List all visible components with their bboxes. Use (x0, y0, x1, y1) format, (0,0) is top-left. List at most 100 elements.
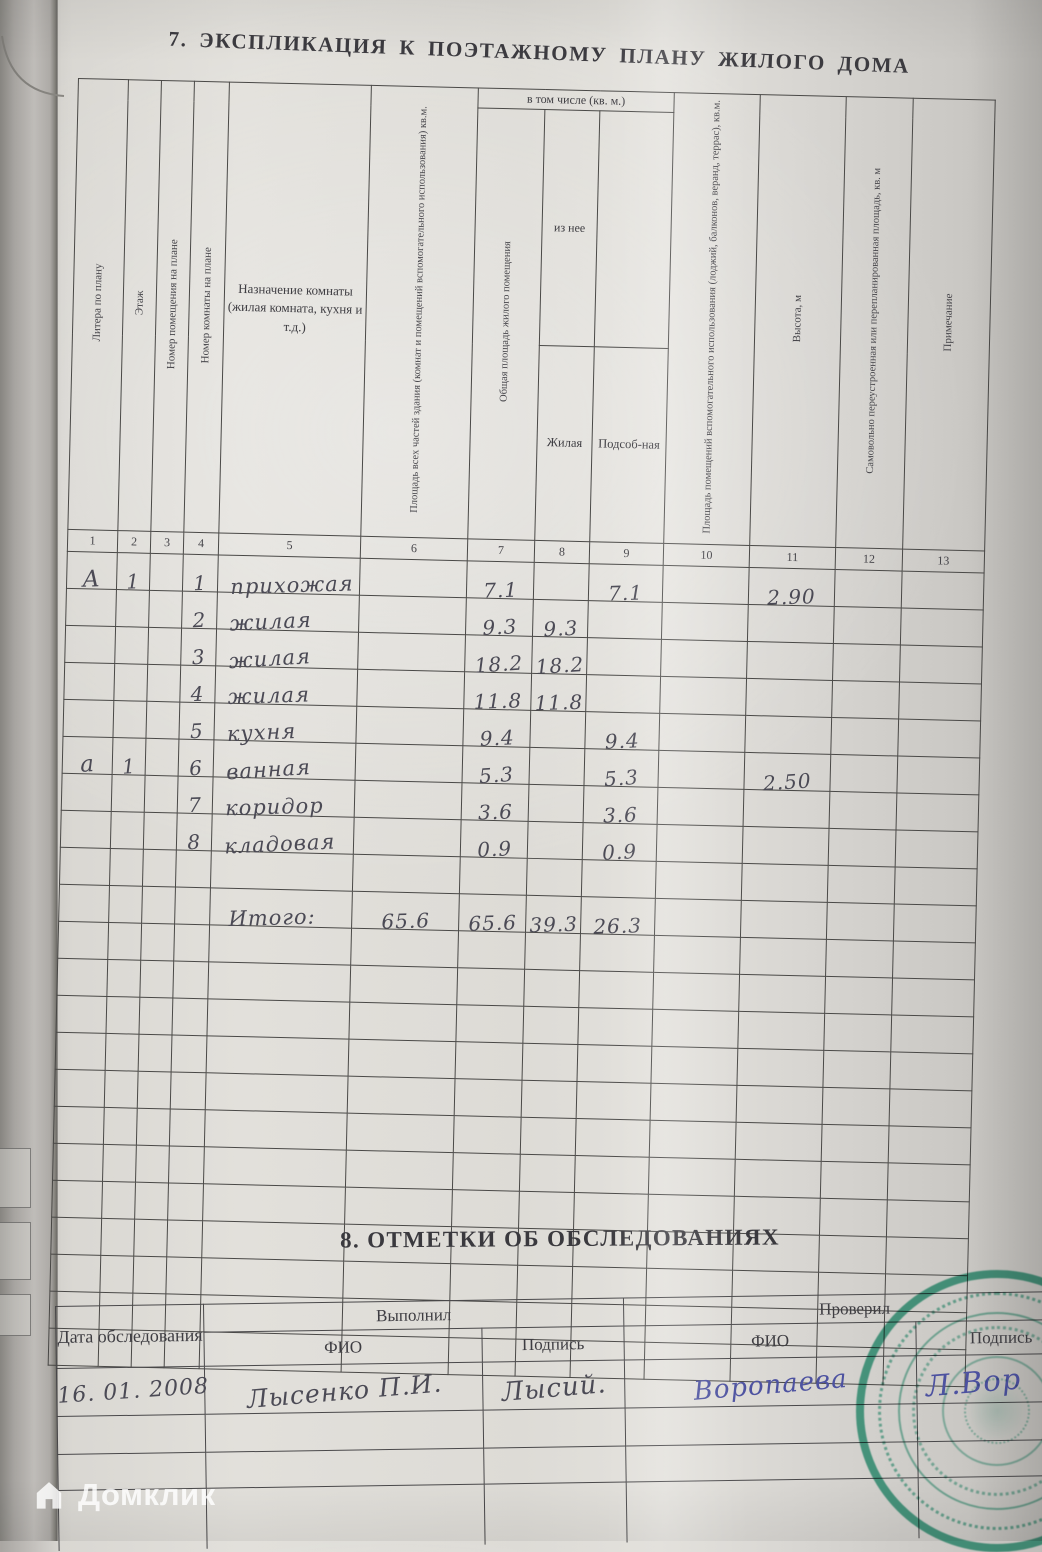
header-podsobnaya: Подсоб-ная (589, 346, 669, 544)
table-cell (578, 970, 654, 1009)
table-cell (657, 787, 744, 827)
table-cell (662, 565, 750, 605)
table-cell (519, 1153, 576, 1193)
table-cell (132, 1255, 167, 1294)
table-cell: 2.90 (748, 567, 836, 609)
table-cell (145, 700, 180, 739)
table-cell (823, 1013, 892, 1052)
col-number: 11 (749, 545, 836, 570)
table-cell (453, 1115, 522, 1154)
table-cell (740, 900, 828, 940)
table-cell: 5.3 (462, 745, 530, 788)
table-cell (649, 1119, 737, 1159)
performer-fio-value: Лысенко П.И. (204, 1362, 484, 1415)
table-cell (102, 1144, 137, 1182)
table-cell (651, 1008, 739, 1048)
table-cell (825, 939, 894, 978)
col-number: 13 (902, 548, 985, 573)
checker-signature: Л.Вор (916, 1353, 1042, 1404)
table-cell (829, 754, 898, 793)
table-cell (650, 1082, 737, 1122)
table-cell (112, 700, 147, 738)
table-cell (113, 663, 148, 701)
table-cell (829, 791, 897, 830)
table-cell (449, 1263, 518, 1302)
table-cell: 7 (177, 775, 214, 817)
table-cell (656, 824, 744, 864)
col-number: 2 (117, 530, 151, 553)
table-cell (832, 643, 901, 682)
table-cell (885, 1236, 969, 1276)
table-cell (528, 746, 585, 786)
table-cell (661, 602, 749, 642)
table-cell (533, 562, 590, 601)
table-cell (108, 885, 143, 923)
table-cell (896, 792, 979, 832)
table-cell (103, 1107, 138, 1145)
table-cell (579, 933, 655, 972)
table-cell (736, 1047, 824, 1087)
survey-table: Дата обследования Выполнил Проверил ФИО … (55, 1291, 1042, 1551)
table-cell (105, 1033, 139, 1071)
table-cell (834, 569, 903, 608)
table-cell (658, 713, 746, 753)
table-cell (204, 1109, 348, 1150)
table-cell (526, 857, 583, 897)
table-cell (454, 1078, 523, 1117)
table-cell (100, 1218, 135, 1256)
table-cell (356, 668, 465, 709)
table-cell (648, 1156, 736, 1196)
table-cell (828, 828, 897, 867)
table-cell (737, 1010, 825, 1050)
table-cell: 9.4 (584, 711, 660, 753)
table-cell (207, 961, 351, 1002)
header-aux-area: Площадь помещений вспомогательного испол… (663, 92, 761, 546)
table-cell (899, 644, 983, 684)
table-cell (821, 1123, 890, 1163)
table-cell (359, 557, 468, 598)
table-cell (455, 1041, 523, 1080)
table-cell: 1 (112, 737, 146, 778)
table-cell: 4 (179, 664, 216, 706)
table-cell (452, 1152, 521, 1191)
table-cell (168, 1145, 205, 1184)
header-height: Высота, м (749, 94, 847, 548)
table-cell (893, 903, 977, 943)
table-cell (653, 934, 741, 974)
table-cell: 26.3 (580, 896, 656, 938)
table-cell (522, 1005, 579, 1045)
checker-fio-value: Воропаева (624, 1355, 918, 1409)
table-cell: 7.1 (588, 563, 664, 605)
table-cell (342, 1260, 451, 1301)
table-cell: 2.50 (743, 752, 831, 795)
col-number: 1 (67, 529, 118, 553)
table-cell (53, 1105, 105, 1145)
explication-table: Литера по плану Этаж Номер помещения на … (48, 78, 996, 1387)
table-cell (347, 1075, 456, 1116)
table-cell (140, 922, 175, 961)
page-corner-curve (1, 35, 65, 97)
header-zhilaya: Жилая (534, 345, 595, 542)
table-cell (55, 1031, 107, 1071)
table-cell (657, 750, 745, 790)
table-cell (585, 674, 661, 714)
table-cell (357, 631, 466, 672)
table-cell (830, 717, 899, 756)
table-cell (574, 1155, 650, 1194)
table-cell (826, 902, 895, 941)
table-cell: 0.9 (582, 822, 658, 864)
table-cell (146, 663, 181, 702)
table-cell (166, 1219, 203, 1258)
table-cell (747, 604, 835, 644)
table-cell (896, 755, 980, 795)
table-cell (135, 1144, 170, 1183)
header-checker-signature: Подпись (915, 1319, 1042, 1356)
header-total-living: Общая площадь жилого помещения (467, 107, 545, 541)
table-cell (736, 1084, 823, 1124)
table-cell (142, 848, 177, 887)
table-cell (527, 820, 584, 860)
table-cell (54, 1068, 106, 1108)
table-cell (59, 846, 111, 886)
table-cell (202, 1183, 346, 1224)
table-cell (355, 705, 464, 746)
